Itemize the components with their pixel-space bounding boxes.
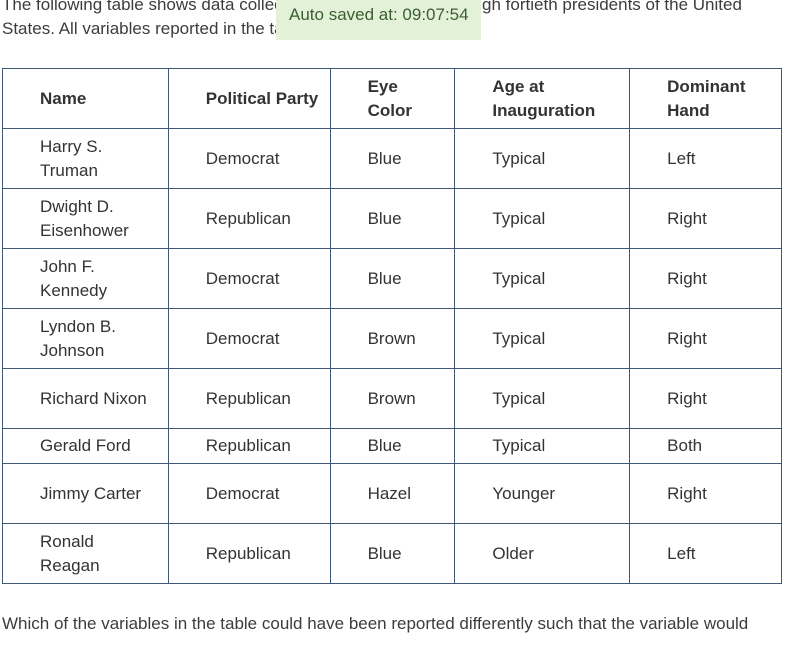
table-row: Harry S. Truman Democrat Blue Typical Le… <box>2 128 782 189</box>
cell-party: Republican <box>167 428 331 464</box>
cell-hand: Left <box>629 523 782 584</box>
cell-party: Republican <box>167 523 331 584</box>
header-dominant-hand: Dominant Hand <box>629 68 782 129</box>
table-row: John F. Kennedy Democrat Blue Typical Ri… <box>2 248 782 309</box>
cell-eye-color: Blue <box>329 128 456 189</box>
table-row: Gerald Ford Republican Blue Typical Both <box>2 428 782 464</box>
cell-party: Democrat <box>167 308 331 369</box>
cell-party: Republican <box>167 368 331 429</box>
cell-hand: Left <box>629 128 782 189</box>
table-row: Richard Nixon Republican Brown Typical R… <box>2 368 782 429</box>
table-row: Lyndon B. Johnson Democrat Brown Typical… <box>2 308 782 369</box>
cell-eye-color: Brown <box>329 308 456 369</box>
cell-eye-color: Brown <box>329 368 456 429</box>
cell-name: Dwight D. Eisenhower <box>2 188 169 249</box>
header-age-at-inauguration: Age at Inauguration <box>454 68 631 129</box>
cell-age: Typical <box>454 128 631 189</box>
cell-hand: Right <box>629 368 782 429</box>
cell-hand: Right <box>629 248 782 309</box>
cell-party: Republican <box>167 188 331 249</box>
cell-age: Typical <box>454 188 631 249</box>
header-name: Name <box>2 68 169 129</box>
cell-party: Democrat <box>167 248 331 309</box>
cell-eye-color: Blue <box>329 428 456 464</box>
autosave-badge: Auto saved at: 09:07:54 <box>276 0 481 40</box>
cell-party: Democrat <box>167 463 331 524</box>
cell-name: John F. Kennedy <box>2 248 169 309</box>
cell-age: Typical <box>454 308 631 369</box>
cell-hand: Right <box>629 188 782 249</box>
table-row: Jimmy Carter Democrat Hazel Younger Righ… <box>2 463 782 524</box>
question-text: Which of the variables in the table coul… <box>2 614 749 633</box>
cell-age: Typical <box>454 248 631 309</box>
cell-name: Gerald Ford <box>2 428 169 464</box>
cell-name: Jimmy Carter <box>2 463 169 524</box>
cell-age: Typical <box>454 368 631 429</box>
table-header-row: Name Political Party Eye Color Age at In… <box>2 68 782 129</box>
cell-name: Lyndon B. Johnson <box>2 308 169 369</box>
table-row: Dwight D. Eisenhower Republican Blue Typ… <box>2 188 782 249</box>
presidents-table: Name Political Party Eye Color Age at In… <box>2 68 782 584</box>
header-political-party: Political Party <box>167 68 331 129</box>
cell-eye-color: Blue <box>329 188 456 249</box>
cell-name: Richard Nixon <box>2 368 169 429</box>
table-row: Ronald Reagan Republican Blue Older Left <box>2 523 782 584</box>
cell-eye-color: Hazel <box>329 463 456 524</box>
cell-hand: Right <box>629 308 782 369</box>
cell-age: Typical <box>454 428 631 464</box>
cell-party: Democrat <box>167 128 331 189</box>
cell-age: Younger <box>454 463 631 524</box>
header-eye-color: Eye Color <box>329 68 456 129</box>
cell-name: Ronald Reagan <box>2 523 169 584</box>
cell-hand: Right <box>629 463 782 524</box>
cell-age: Older <box>454 523 631 584</box>
cell-eye-color: Blue <box>329 248 456 309</box>
cell-hand: Both <box>629 428 782 464</box>
cell-name: Harry S. Truman <box>2 128 169 189</box>
cell-eye-color: Blue <box>329 523 456 584</box>
